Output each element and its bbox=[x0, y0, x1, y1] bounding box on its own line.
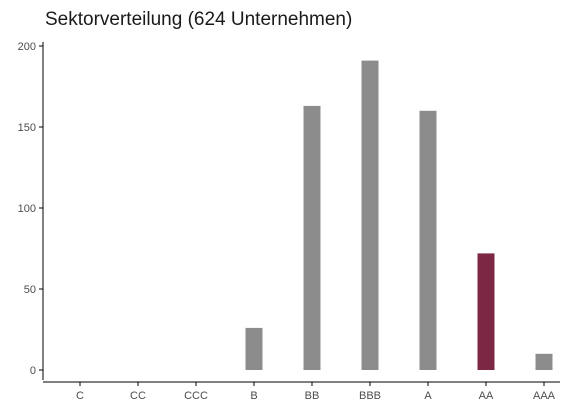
bar-aaa bbox=[535, 353, 553, 370]
y-tick-label: 200 bbox=[18, 41, 36, 53]
bar-bbb bbox=[361, 60, 379, 370]
y-tick-label: 0 bbox=[30, 365, 36, 377]
y-tick-label: 150 bbox=[18, 122, 36, 134]
x-tick-label: C bbox=[76, 390, 84, 402]
y-tick-label: 50 bbox=[24, 284, 36, 296]
bars-layer bbox=[245, 60, 553, 371]
y-tick-label: 100 bbox=[18, 203, 36, 215]
x-tick-label: BB bbox=[305, 390, 320, 402]
x-tick-label: A bbox=[424, 390, 432, 402]
bar-b bbox=[245, 327, 263, 370]
x-tick-label: AA bbox=[479, 390, 494, 402]
bar-aa bbox=[477, 253, 495, 370]
x-tick-label: CC bbox=[130, 390, 146, 402]
bar-a bbox=[419, 110, 437, 371]
chart-title: Sektorverteilung (624 Unternehmen) bbox=[45, 9, 353, 30]
x-tick-label: CCC bbox=[184, 390, 208, 402]
bar-bb bbox=[303, 105, 321, 371]
x-tick-label: BBB bbox=[359, 390, 381, 402]
x-tick-label: B bbox=[250, 390, 257, 402]
x-tick-label: AAA bbox=[533, 390, 556, 402]
